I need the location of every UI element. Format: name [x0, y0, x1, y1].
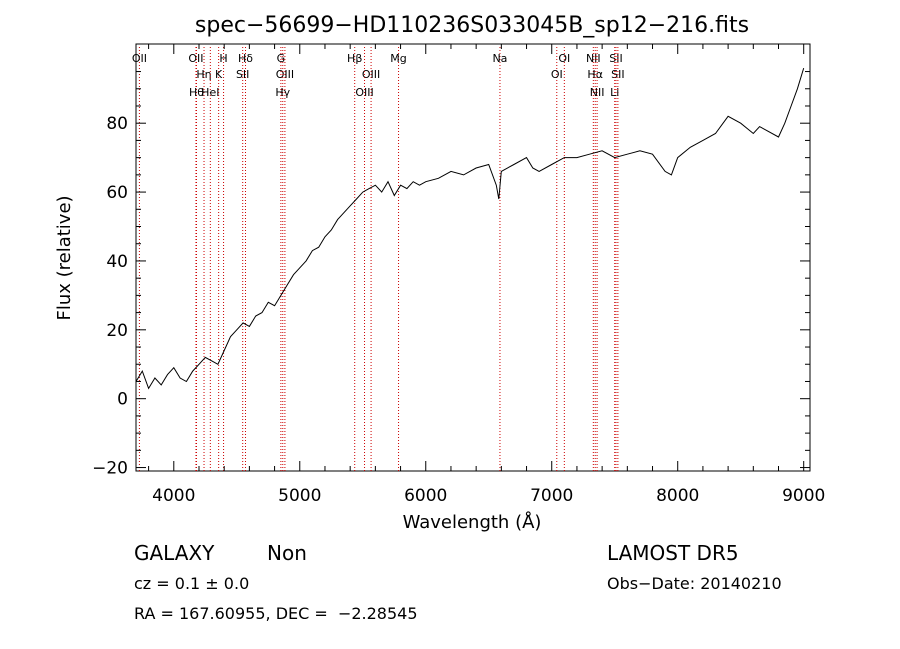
- radec-text: RA = 167.60955, DEC = −2.28545: [134, 604, 418, 623]
- line-label: SII: [609, 52, 622, 65]
- cz-text: cz = 0.1 ± 0.0: [134, 574, 250, 593]
- x-axis-label: Wavelength (Å): [403, 511, 542, 533]
- line-label: Hη: [196, 68, 211, 81]
- x-tick-label: 4000: [152, 486, 195, 506]
- line-label: OI: [558, 52, 570, 65]
- line-label: Na: [492, 52, 507, 65]
- x-tick-label: 7000: [530, 486, 573, 506]
- axis-ticks: 4000 5000 6000 7000 8000 9000 −20 0 20 40 60 80: [92, 44, 825, 506]
- line-label: OI: [551, 68, 563, 81]
- line-label: HeI: [201, 86, 219, 99]
- x-tick-label: 8000: [656, 486, 699, 506]
- plot-frame: [135, 43, 811, 472]
- line-label: OIII: [362, 68, 380, 81]
- survey-label: LAMOST DR5: [607, 541, 739, 565]
- line-label: Hδ: [238, 52, 253, 65]
- spectrum-line: [135, 67, 805, 390]
- line-label: Hγ: [275, 86, 290, 99]
- line-label: G: [277, 52, 286, 65]
- line-label: OIII: [355, 86, 373, 99]
- line-label: SII: [611, 68, 624, 81]
- x-tick-label: 6000: [404, 486, 447, 506]
- y-tick-label: −20: [92, 459, 128, 479]
- line-label: OII: [132, 52, 147, 65]
- subclass-label: Non: [267, 541, 307, 565]
- x-tick-label: 5000: [278, 486, 321, 506]
- y-tick-label: 0: [117, 390, 128, 410]
- y-tick-label: 20: [106, 321, 128, 341]
- line-label: Hθ: [189, 86, 204, 99]
- line-label: Hα: [587, 68, 603, 81]
- line-label: H: [219, 52, 227, 65]
- obs-date-text: Obs−Date: 20140210: [607, 574, 782, 593]
- line-label: NII: [590, 86, 605, 99]
- chart-title: spec−56699−HD110236S033045B_sp12−216.fit…: [195, 13, 749, 38]
- y-axis-label: Flux (relative): [54, 195, 75, 320]
- line-label: Hβ: [347, 52, 362, 65]
- line-label: Mg: [390, 52, 406, 65]
- y-tick-label: 80: [106, 114, 128, 134]
- line-label: OIII: [276, 68, 294, 81]
- line-label: SII: [236, 68, 249, 81]
- class-label: GALAXY: [134, 541, 215, 565]
- y-tick-label: 40: [106, 252, 128, 272]
- line-label: K: [215, 68, 223, 81]
- line-label: OII: [188, 52, 203, 65]
- line-label: Li: [610, 86, 619, 99]
- line-label: NII: [586, 52, 601, 65]
- y-tick-label: 60: [106, 183, 128, 203]
- x-tick-label: 9000: [782, 486, 825, 506]
